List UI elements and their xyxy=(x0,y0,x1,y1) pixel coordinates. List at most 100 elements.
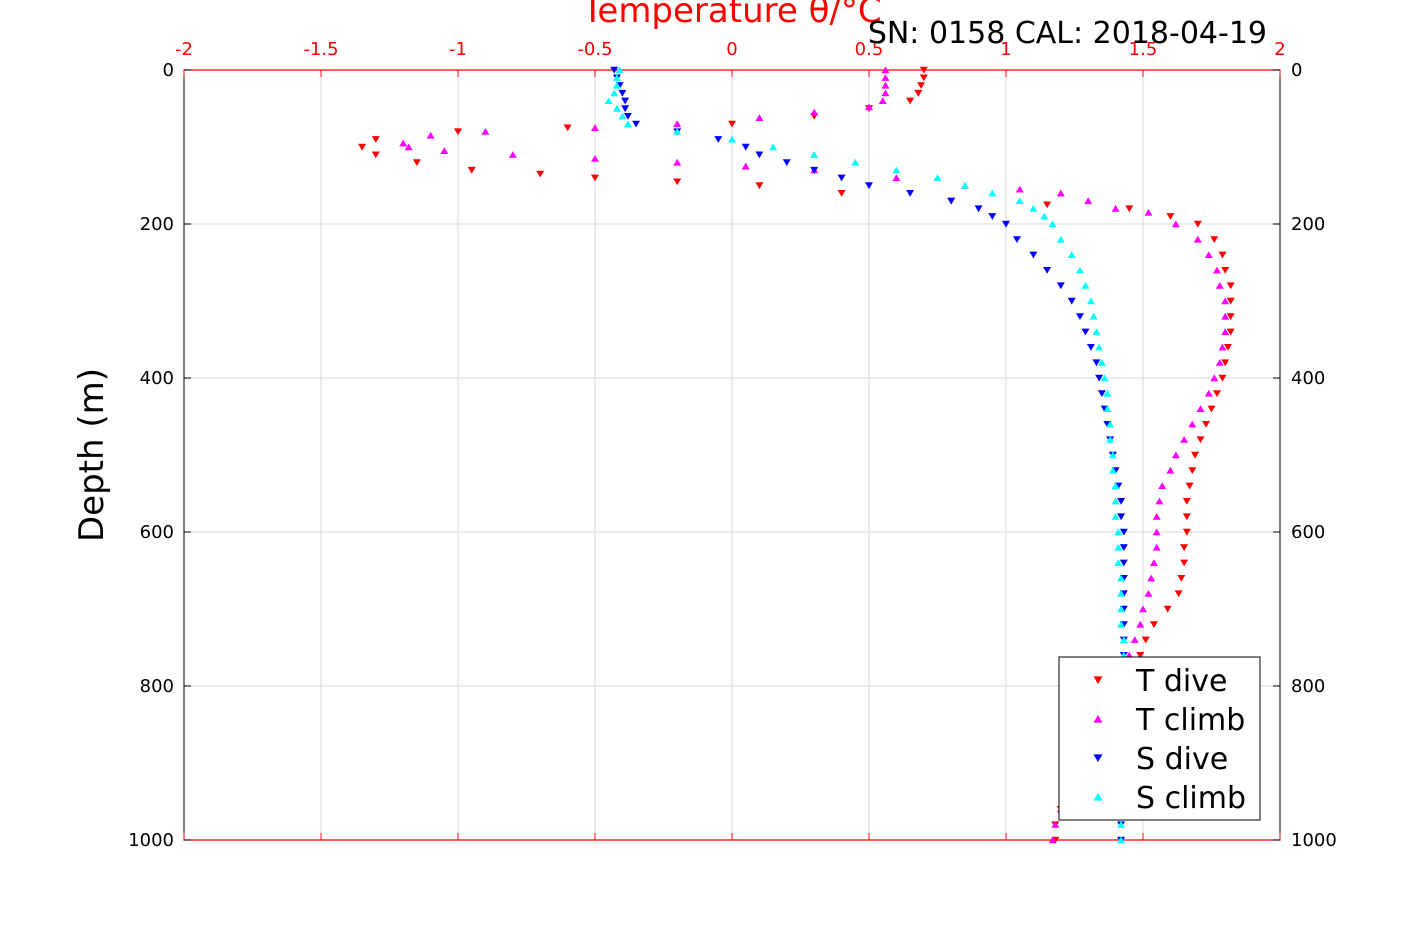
point-t-dive xyxy=(837,190,846,197)
point-t-dive xyxy=(454,128,462,136)
x-tick-label: -0.5 xyxy=(577,39,612,60)
point-s-climb xyxy=(673,128,682,135)
point-s-climb xyxy=(1097,359,1106,366)
point-s-dive xyxy=(974,205,983,213)
point-t-climb xyxy=(1171,220,1180,228)
point-s-climb xyxy=(1114,559,1123,566)
point-s-climb xyxy=(1056,235,1065,243)
point-t-dive xyxy=(1043,201,1052,209)
point-t-climb xyxy=(481,128,490,135)
point-t-climb xyxy=(881,66,890,74)
point-s-climb xyxy=(769,143,778,151)
point-s-dive xyxy=(906,190,915,197)
point-s-dive xyxy=(714,136,723,143)
point-t-dive xyxy=(536,170,545,178)
point-t-climb xyxy=(1221,328,1230,335)
point-t-dive xyxy=(1136,652,1145,659)
point-s-dive xyxy=(632,120,641,128)
point-s-dive xyxy=(755,151,764,159)
point-t-climb xyxy=(1152,543,1161,551)
point-t-climb xyxy=(1111,205,1120,212)
point-t-climb xyxy=(1193,235,1202,243)
point-t-climb xyxy=(1147,574,1156,582)
point-t-dive xyxy=(673,178,682,186)
y-tick-label-right: 0 xyxy=(1291,60,1302,81)
point-s-climb xyxy=(1075,266,1084,274)
point-s-climb xyxy=(623,120,632,128)
point-s-dive xyxy=(1081,328,1090,336)
point-s-climb xyxy=(1114,528,1123,536)
point-s-climb xyxy=(728,135,736,143)
point-s-dive xyxy=(1119,559,1128,567)
x-tick-label: -1 xyxy=(449,39,467,60)
point-t-climb xyxy=(1056,189,1065,197)
point-s-climb xyxy=(612,104,621,112)
point-t-climb xyxy=(673,158,682,166)
point-s-dive xyxy=(988,213,997,220)
point-t-dive xyxy=(906,97,915,105)
legend-label-s-dive: S dive xyxy=(1136,742,1228,777)
point-t-climb xyxy=(741,162,750,170)
point-t-dive xyxy=(1223,344,1232,351)
y-tick-label-left: 1000 xyxy=(128,830,174,851)
point-t-dive xyxy=(1180,559,1189,567)
legend-label-s-climb: S climb xyxy=(1136,781,1246,816)
point-t-dive xyxy=(371,151,380,159)
point-s-climb xyxy=(1111,497,1120,505)
y-axis-title: Depth (m) xyxy=(72,368,112,542)
legend-marker-t-climb xyxy=(1093,714,1103,723)
point-s-climb xyxy=(612,81,621,89)
legend-label-t-climb: T climb xyxy=(1135,703,1245,738)
point-s-climb xyxy=(1081,282,1090,289)
y-tick-label-right: 800 xyxy=(1291,676,1325,697)
point-t-dive xyxy=(1177,575,1186,582)
point-t-dive xyxy=(1221,267,1230,274)
point-t-climb xyxy=(1204,251,1213,258)
point-t-dive xyxy=(1188,467,1197,474)
point-t-dive xyxy=(1226,282,1235,290)
x-tick-label: 1.5 xyxy=(1129,39,1158,60)
point-s-climb xyxy=(1117,821,1126,828)
point-s-climb xyxy=(1111,482,1120,489)
point-t-climb xyxy=(1158,482,1167,489)
point-t-climb xyxy=(1188,420,1197,428)
point-s-climb xyxy=(1106,436,1115,443)
point-t-dive xyxy=(1207,405,1216,413)
point-t-dive xyxy=(1221,359,1230,367)
point-s-dive xyxy=(621,97,630,105)
point-t-climb xyxy=(755,114,764,121)
point-t-dive xyxy=(1166,213,1175,220)
point-s-dive xyxy=(621,105,630,113)
point-t-climb xyxy=(810,108,819,116)
point-t-climb xyxy=(1171,451,1180,459)
point-t-climb xyxy=(1152,528,1161,536)
point-t-climb xyxy=(881,89,890,97)
point-t-dive xyxy=(467,166,476,174)
point-s-dive xyxy=(865,182,873,190)
point-s-dive xyxy=(837,174,846,182)
point-t-dive xyxy=(1191,451,1200,459)
point-s-dive xyxy=(610,66,619,74)
point-t-dive xyxy=(1141,636,1150,644)
point-s-climb xyxy=(1086,297,1095,305)
serial-annotation: SN: 0158 CAL: 2018-04-19 xyxy=(868,16,1267,51)
point-t-climb xyxy=(1196,405,1205,412)
point-s-climb xyxy=(988,189,997,197)
point-t-dive xyxy=(1202,421,1211,428)
point-t-climb xyxy=(1166,466,1175,474)
point-t-climb xyxy=(1155,497,1164,505)
point-t-climb xyxy=(865,103,873,111)
point-s-dive xyxy=(1043,267,1052,274)
point-t-climb xyxy=(1215,359,1224,366)
x-tick-label: 1 xyxy=(1000,39,1011,60)
point-s-climb xyxy=(1092,328,1101,335)
legend-marker-s-climb xyxy=(1093,792,1103,801)
point-t-dive xyxy=(358,143,367,151)
point-t-dive xyxy=(1163,605,1172,613)
y-tick-label-right: 1000 xyxy=(1291,830,1337,851)
point-t-climb xyxy=(1152,513,1161,520)
point-t-dive xyxy=(919,66,928,74)
point-t-dive xyxy=(1212,390,1221,397)
